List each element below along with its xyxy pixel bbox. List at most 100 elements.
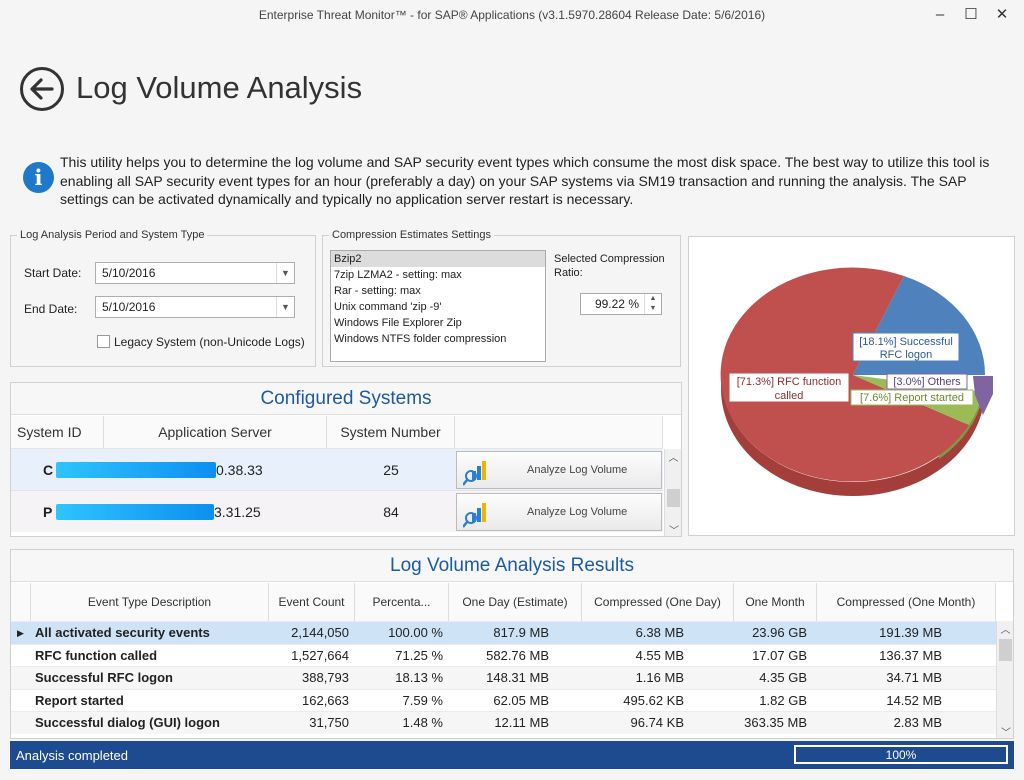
table-cell: 363.35 MB (744, 715, 807, 730)
scroll-up-icon[interactable]: ︿ (1000, 625, 1011, 636)
end-date-input[interactable]: 5/10/2016 ▼ (95, 296, 295, 318)
legacy-system-checkbox[interactable] (97, 335, 110, 348)
chevron-down-icon[interactable]: ▼ (276, 263, 294, 283)
table-cell: 817.9 MB (493, 625, 549, 640)
table-cell: Successful RFC logon (35, 670, 173, 685)
page-title: Log Volume Analysis (76, 70, 363, 105)
compression-option[interactable]: Windows NTFS folder compression (334, 333, 507, 345)
row-indicator-header (11, 583, 31, 621)
table-cell: 71.25 % (395, 647, 443, 663)
maximize-button[interactable]: ☐ (964, 6, 978, 23)
status-text: Analysis completed (16, 748, 128, 763)
table-cell: 1.16 MB (635, 670, 684, 685)
table-cell: 17.07 GB (752, 647, 807, 663)
scroll-thumb[interactable] (667, 489, 680, 507)
chevron-down-icon[interactable]: ▼ (276, 297, 294, 317)
label-others: [3.0%] Others (893, 376, 961, 388)
table-cell: 136.37 MB (879, 647, 942, 663)
info-text: This utility helps you to determine the … (60, 154, 990, 207)
redacted-block (56, 462, 216, 478)
period-legend: Log Analysis Period and System Type (20, 229, 205, 241)
analyze-chart-icon (463, 503, 486, 528)
table-cell: 62.05 MB (493, 692, 549, 708)
close-button[interactable]: ✕ (995, 6, 1009, 23)
column-header-compressed-month[interactable]: Compressed (One Month) (817, 583, 996, 621)
column-header-system-id[interactable]: System ID (11, 416, 104, 448)
analyze-chart-icon (463, 461, 486, 486)
start-date-value: 5/10/2016 (102, 266, 156, 280)
title-bar: Enterprise Threat Monitor™ - for SAP® Ap… (0, 0, 1024, 30)
results-panel: Log Volume Analysis Results Event Type D… (10, 549, 1014, 739)
back-button[interactable] (20, 67, 64, 111)
table-cell: 31,750 (309, 715, 349, 730)
system-row[interactable]: C 0.38.33 25 Analyze Log Volume (11, 448, 663, 490)
configured-systems-panel: Configured Systems System ID Application… (10, 382, 682, 537)
period-group: Log Analysis Period and System Type (10, 229, 316, 367)
table-cell: 2,144,050 (291, 625, 349, 640)
compression-method-list[interactable]: Bzip2 7zip LZMA2 - setting: max Rar - sett… (330, 250, 546, 362)
column-header-one-day[interactable]: One Day (Estimate) (449, 583, 582, 621)
systems-scrollbar[interactable]: ︿ ﹀ (664, 449, 681, 537)
compression-option[interactable]: Unix command 'zip -9' (334, 301, 442, 313)
table-row[interactable]: ▶ All activated security events 2,144,050 1… (11, 621, 996, 644)
table-row[interactable]: Successful RFC logon 388,793 18.13 % 148.31… (11, 666, 996, 689)
column-header-one-month[interactable]: One Month (734, 583, 817, 621)
column-header-event-type[interactable]: Event Type Description (31, 583, 269, 621)
column-header-action (455, 416, 663, 448)
arrow-left-icon (30, 78, 54, 100)
compression-option[interactable]: Bzip2 (331, 251, 545, 267)
table-cell: 1.82 GB (759, 692, 807, 708)
system-id: P (43, 504, 53, 520)
compression-option[interactable]: Windows File Explorer Zip (334, 317, 462, 329)
table-row[interactable]: RFC function called 1,527,664 71.25 % 582.7… (11, 643, 996, 667)
table-row[interactable]: Report started 162,663 7.59 % 62.05 MB 495.6… (11, 688, 996, 712)
table-cell: 12.11 MB (494, 715, 549, 730)
pie-chart: [18.1%] Successful RFC logon [71.3%] RFC… (720, 267, 993, 496)
spin-arrows-icon[interactable]: ▲ ▼ (644, 294, 661, 314)
column-header-application-server[interactable]: Application Server (104, 416, 327, 448)
system-row[interactable]: P 3.31.25 84 Analyze Log Volume (11, 490, 663, 532)
progress-fill (796, 747, 1006, 762)
table-cell: 34.71 MB (886, 670, 942, 685)
analyze-button-label: Analyze Log Volume (527, 464, 628, 476)
label-report-started: [7.6%] Report started (860, 392, 964, 404)
analyze-button-label: Analyze Log Volume (527, 506, 628, 518)
table-row[interactable]: Successful dialog (GUI) logon 31,750 1.48 … (11, 711, 996, 734)
column-header-event-count[interactable]: Event Count (269, 583, 355, 621)
start-date-input[interactable]: 5/10/2016 ▼ (95, 262, 295, 284)
table-cell: 4.55 MB (635, 647, 684, 663)
analyze-log-volume-button[interactable]: Analyze Log Volume (456, 493, 662, 531)
scroll-thumb[interactable] (999, 639, 1012, 661)
compression-option[interactable]: Rar - setting: max (334, 285, 421, 297)
end-date-value: 5/10/2016 (102, 300, 156, 314)
compression-ratio-stepper[interactable]: 99.22 % ▲ ▼ (580, 293, 662, 315)
progress-text: 100% (885, 748, 917, 762)
scroll-down-icon[interactable]: ﹀ (1001, 728, 1011, 739)
table-cell: 100.00 % (388, 625, 443, 640)
column-header-compressed-day[interactable]: Compressed (One Day) (582, 583, 734, 621)
table-cell: 388,793 (302, 670, 349, 685)
system-number: 25 (383, 462, 399, 478)
configured-systems-caption: Configured Systems (11, 383, 681, 415)
minimize-button[interactable]: – (935, 6, 945, 23)
table-cell: 582.76 MB (486, 647, 549, 663)
label-successful-rfc-l1: [18.1%] Successful (859, 336, 953, 348)
column-header-percentage[interactable]: Percenta... (355, 583, 449, 621)
table-cell: 495.62 KB (623, 692, 684, 708)
compression-option[interactable]: 7zip LZMA2 - setting: max (334, 269, 462, 281)
column-header-system-number[interactable]: System Number (327, 416, 455, 448)
application-server: 3.31.25 (214, 504, 261, 520)
table-cell: 23.96 GB (752, 625, 807, 640)
table-cell: 6.38 MB (635, 625, 684, 640)
results-scrollbar[interactable]: ︿ ﹀ (996, 621, 1013, 739)
label-successful-rfc-l2: RFC logon (880, 349, 933, 361)
table-cell: 18.13 % (395, 670, 443, 685)
label-box-successful-rfc (852, 332, 960, 362)
analyze-log-volume-button[interactable]: Analyze Log Volume (456, 451, 662, 489)
table-cell: 14.52 MB (886, 692, 942, 708)
scroll-down-icon[interactable]: ﹀ (669, 526, 679, 537)
table-cell: 96.74 KB (630, 715, 685, 730)
compression-legend: Compression Estimates Settings (332, 229, 491, 241)
scroll-up-icon[interactable]: ︿ (668, 453, 679, 464)
pie-slice-others (973, 376, 993, 415)
